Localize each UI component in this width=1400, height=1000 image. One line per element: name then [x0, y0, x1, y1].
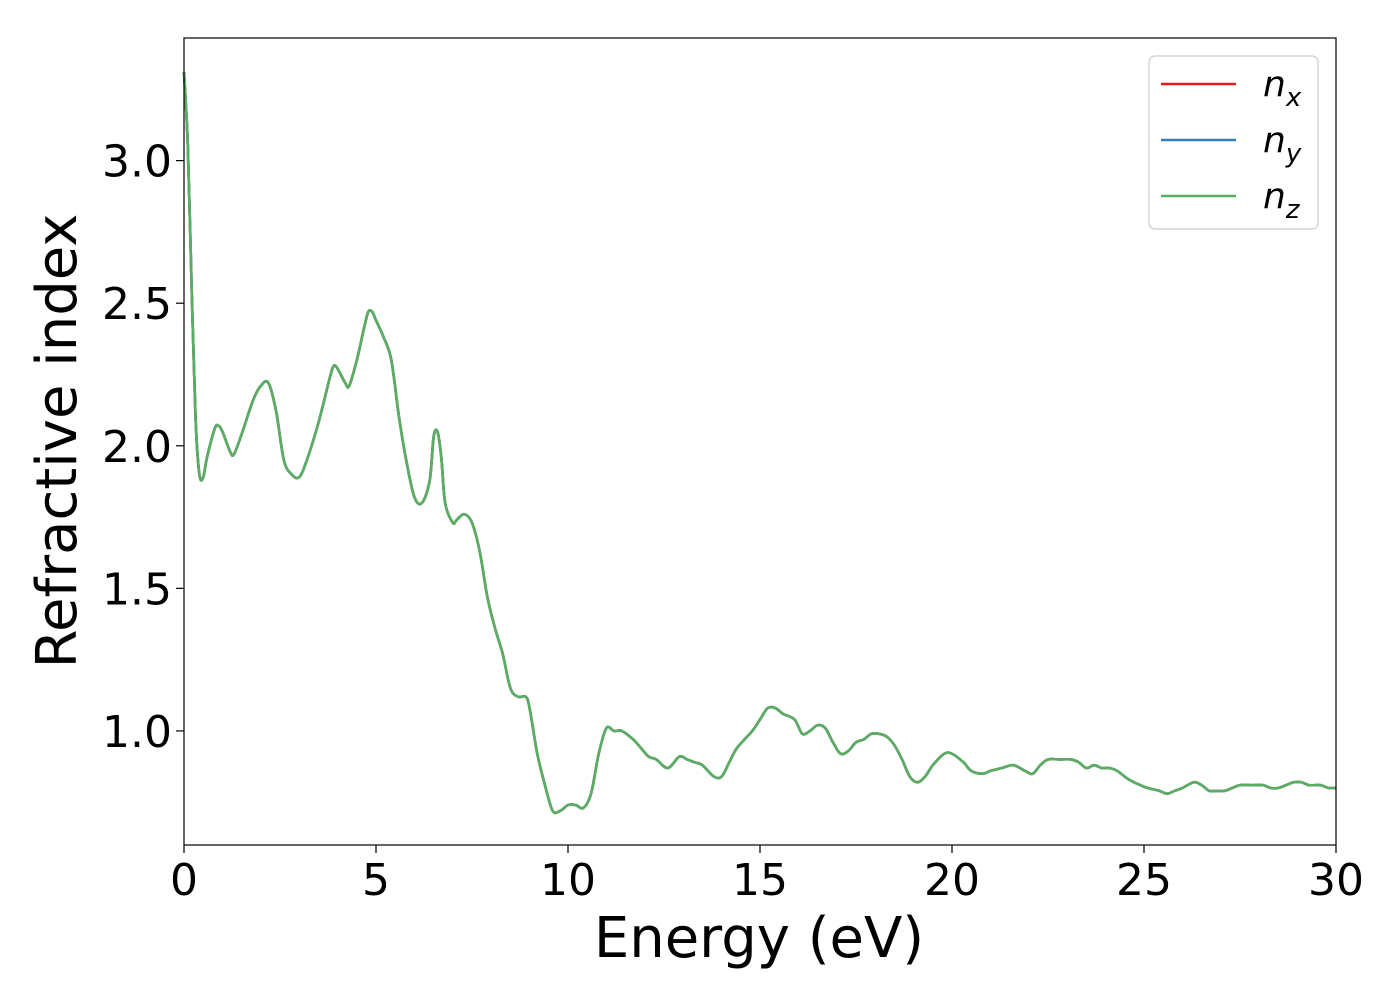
- y-tick-label: 2.0: [102, 422, 172, 473]
- legend-box: [1148, 55, 1319, 230]
- y-tick-label: 1.5: [102, 564, 172, 615]
- series-line-n-z: [182, 72, 1337, 815]
- legend: nx ny nz: [1148, 55, 1319, 230]
- x-tick-label: 10: [540, 855, 596, 906]
- x-tick-label: 30: [1308, 855, 1364, 906]
- x-tick-label: 5: [362, 855, 390, 906]
- legend-label-n-y: ny: [1263, 120, 1302, 169]
- plot-frame: [183, 37, 1337, 846]
- y-tick-label: 2.5: [102, 279, 172, 330]
- x-tick-label: 0: [170, 855, 198, 906]
- y-axis-label: Refractive index: [25, 214, 90, 669]
- x-tick-label: 20: [924, 855, 980, 906]
- legend-label-n-z: nz: [1263, 176, 1301, 225]
- x-axis-ticks: 0 5 10 15 20 25 30: [170, 845, 1364, 906]
- x-tick-label: 15: [732, 855, 788, 906]
- x-axis-label: Energy (eV): [594, 906, 924, 971]
- series-layer: [182, 72, 1337, 815]
- x-tick-label: 25: [1116, 855, 1172, 906]
- legend-label-n-x: nx: [1263, 64, 1302, 113]
- y-axis-ticks: 1.0 1.5 2.0 2.5 3.0: [102, 137, 184, 758]
- y-tick-label: 1.0: [102, 707, 172, 758]
- y-tick-label: 3.0: [102, 137, 172, 188]
